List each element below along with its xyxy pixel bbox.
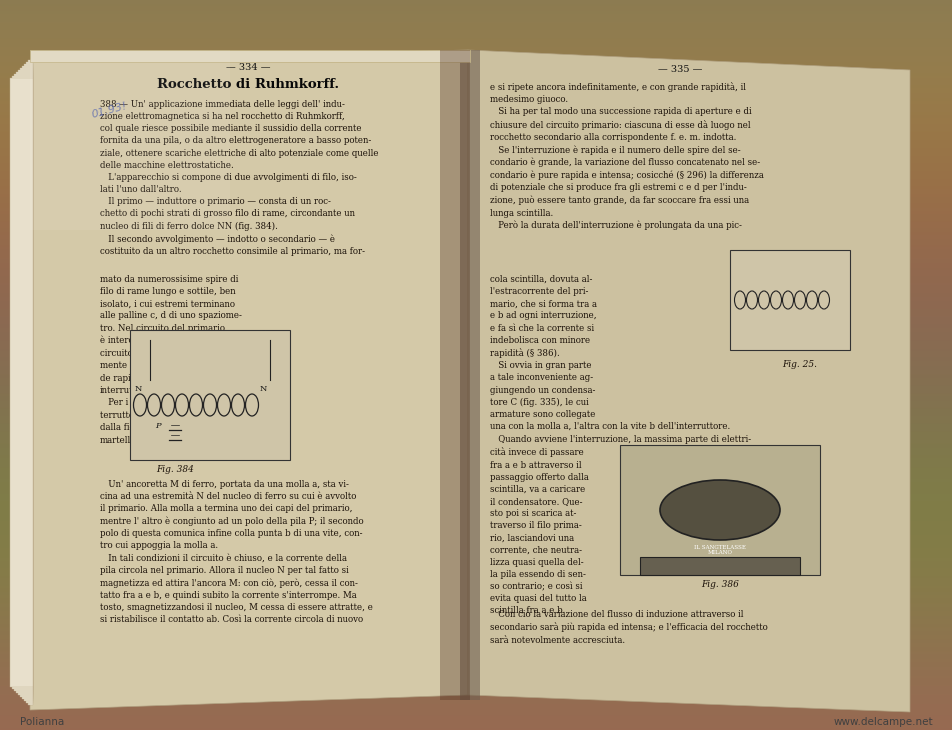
Text: Fig. 384: Fig. 384 <box>156 465 194 474</box>
Text: una con la molla a, l'altra con la vite b dell'interruttore.: una con la molla a, l'altra con la vite … <box>489 422 729 431</box>
Text: e si ripete ancora indefinitamente, e con grande rapidità, il
medesimo giuoco.
 : e si ripete ancora indefinitamente, e co… <box>489 82 764 231</box>
Text: IL SANGTELASSE
MILANO: IL SANGTELASSE MILANO <box>693 545 745 556</box>
Text: 388 — Un' applicazione immediata delle leggi dell' indu-
zione elettromagnetica : 388 — Un' applicazione immediata delle l… <box>100 100 378 256</box>
Text: Un' ancoretta M di ferro, portata da una molla a, sta vi-
cina ad una estremità : Un' ancoretta M di ferro, portata da una… <box>100 480 372 624</box>
Ellipse shape <box>660 480 779 540</box>
Polygon shape <box>26 62 33 703</box>
Text: 01.93!: 01.93! <box>89 101 128 120</box>
Text: N: N <box>260 385 268 393</box>
Text: P: P <box>155 422 161 430</box>
Polygon shape <box>460 50 480 700</box>
Text: Fig. 25.: Fig. 25. <box>782 360 817 369</box>
Polygon shape <box>20 68 33 697</box>
Text: Con ciò la variazione del flusso di induzione attraverso il
secondario sarà più : Con ciò la variazione del flusso di indu… <box>489 610 767 645</box>
Bar <box>729 250 849 350</box>
Polygon shape <box>22 66 33 699</box>
Bar <box>30 50 229 230</box>
Polygon shape <box>18 70 33 695</box>
Bar <box>30 50 469 62</box>
Text: — 335 —: — 335 — <box>657 66 702 74</box>
Polygon shape <box>467 50 909 712</box>
Polygon shape <box>12 76 33 689</box>
Text: — 334 —: — 334 — <box>226 64 270 72</box>
Text: cola scintilla, dovuta al-
l'estracorrente del pri-
mario, che si forma tra a
e : cola scintilla, dovuta al- l'estracorren… <box>489 275 596 419</box>
Text: Quando avviene l'interruzione, la massima parte di elettri-
cità invece di passa: Quando avviene l'interruzione, la massim… <box>489 435 750 615</box>
Text: Polianna: Polianna <box>20 717 64 727</box>
Text: Fig. 386: Fig. 386 <box>701 580 738 589</box>
Polygon shape <box>10 78 33 687</box>
Bar <box>129 330 289 460</box>
Text: N: N <box>135 385 142 393</box>
Bar <box>620 445 819 575</box>
Text: mato da numerossisime spire di
filo di rame lungo e sottile, ben
isolato, i cui : mato da numerossisime spire di filo di r… <box>100 275 243 445</box>
Polygon shape <box>28 60 33 705</box>
Polygon shape <box>14 74 33 691</box>
Polygon shape <box>24 64 33 701</box>
Bar <box>440 50 469 700</box>
Text: Rocchetto di Ruhmkorff.: Rocchetto di Ruhmkorff. <box>157 79 339 91</box>
Polygon shape <box>30 50 467 710</box>
Polygon shape <box>16 72 33 693</box>
Text: www.delcampe.net: www.delcampe.net <box>832 717 932 727</box>
Bar <box>640 557 799 575</box>
